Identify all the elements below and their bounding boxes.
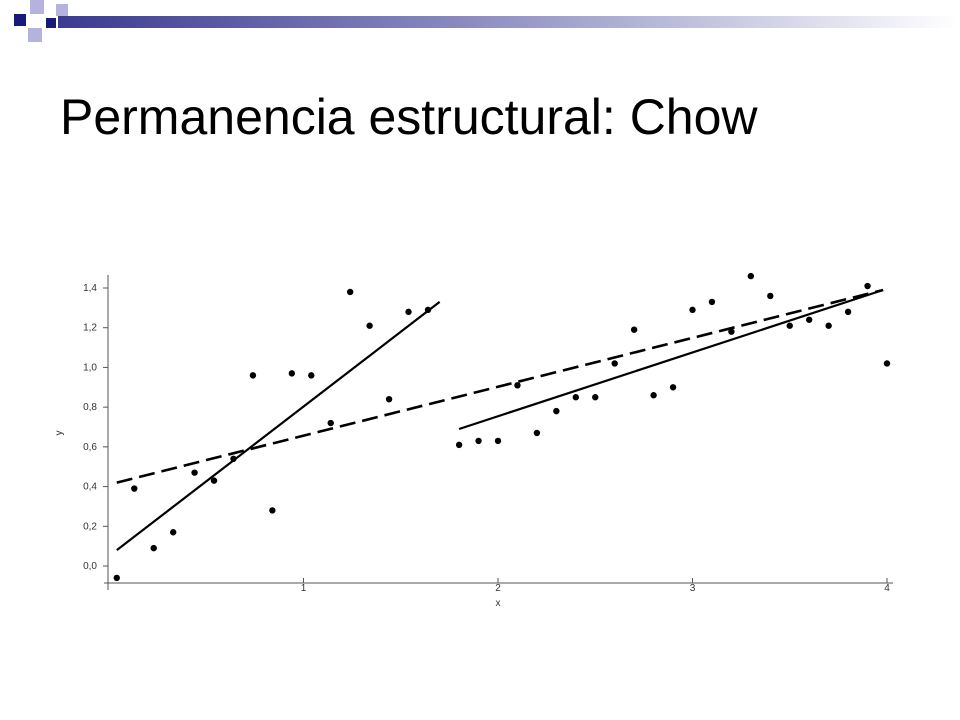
x-tick-label: 2 [495, 583, 501, 594]
data-point [405, 308, 412, 316]
data-point [553, 407, 560, 415]
segment-fit-line-1 [116, 301, 441, 551]
data-point [191, 469, 198, 476]
corner-square-lavender-small [56, 4, 68, 16]
y-axis-label: y [54, 431, 65, 436]
data-point [630, 326, 638, 333]
data-point [728, 328, 735, 335]
y-tick-label: 1,0 [83, 362, 97, 373]
data-point [385, 396, 393, 403]
data-point [611, 360, 618, 367]
header-gradient-bar [58, 16, 958, 28]
data-point [572, 394, 579, 401]
data-point [883, 360, 891, 367]
slide-title: Permanencia estructural: Chow [60, 89, 758, 145]
data-point [689, 306, 696, 314]
data-point [767, 292, 774, 300]
data-point [786, 322, 793, 329]
y-tick-label: 0,8 [83, 402, 97, 413]
data-point [514, 382, 521, 389]
x-tick-label: 4 [884, 583, 890, 594]
data-point [747, 272, 755, 280]
y-tick-label: 0,4 [83, 482, 97, 493]
data-point [169, 529, 177, 536]
y-tick-label: 0,6 [83, 442, 97, 453]
x-tick-label: 3 [690, 583, 696, 594]
data-point [455, 441, 463, 449]
x-axis-label: x [496, 598, 501, 609]
data-point [366, 322, 373, 329]
corner-square-navy-bottom [46, 18, 56, 28]
data-point [131, 485, 138, 492]
data-point [210, 477, 218, 484]
data-point [230, 455, 237, 462]
data-point [288, 370, 296, 377]
data-point [249, 372, 257, 379]
data-point [650, 392, 657, 399]
y-tick-label: 1,4 [83, 283, 97, 294]
data-point [533, 429, 541, 437]
data-point [346, 288, 354, 296]
data-point [475, 437, 482, 445]
data-point [708, 298, 716, 306]
data-point [424, 306, 432, 314]
data-point [150, 544, 157, 552]
data-point [308, 372, 315, 379]
data-point [669, 384, 677, 391]
data-point [844, 308, 852, 316]
corner-square-lavender-mid [28, 28, 42, 42]
pooled-fit-line-dashed [116, 288, 884, 484]
data-point [269, 507, 276, 514]
segment-fit-line-2 [458, 288, 884, 431]
data-point [327, 419, 334, 427]
data-point [494, 437, 502, 445]
x-tick-label: 1 [301, 583, 307, 594]
y-tick-label: 1,2 [83, 323, 97, 334]
corner-square-navy-top [14, 14, 26, 26]
data-point [592, 394, 599, 401]
data-point [864, 282, 871, 290]
data-point [825, 322, 832, 329]
data-point [806, 316, 813, 323]
data-point [113, 574, 120, 582]
corner-square-lavender-top [30, 0, 44, 14]
y-tick-label: 0,0 [83, 561, 97, 572]
y-tick-label: 0,2 [83, 521, 97, 532]
